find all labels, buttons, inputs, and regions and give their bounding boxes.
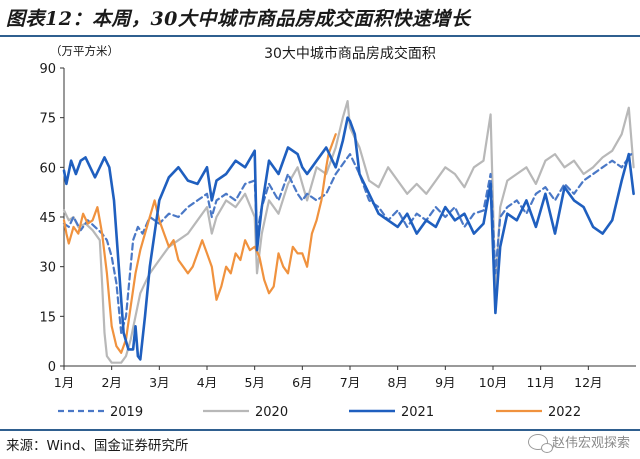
x-tick-label: 12月: [574, 375, 602, 390]
y-tick-label: 45: [39, 211, 56, 226]
watermark: 赵伟宏观探索: [527, 432, 630, 453]
y-tick-label: 15: [39, 310, 56, 325]
legend: 2019 2020 2021 2022: [58, 405, 581, 420]
series-line-2019: [62, 152, 633, 334]
x-tick-label: 8月: [387, 375, 407, 390]
x-tick-label: 11月: [526, 375, 554, 390]
chart-title: 30大中城市商品房成交面积: [264, 45, 436, 62]
series-line-2021: [62, 116, 635, 361]
y-tick-label: 90: [39, 62, 56, 77]
source-note: 来源：Wind、国金证券研究所: [6, 438, 189, 454]
x-tick-label: 10月: [479, 375, 507, 390]
legend-label-2020: 2020: [255, 405, 288, 420]
legend-label-2021: 2021: [401, 405, 434, 420]
footer-divider: [0, 429, 640, 431]
x-tick-label: 1月: [54, 375, 74, 390]
x-tick-label: 5月: [244, 375, 264, 390]
x-tick-label: 6月: [292, 375, 312, 390]
series-lines: [62, 99, 635, 364]
y-tick-label: 30: [39, 261, 56, 276]
legend-label-2022: 2022: [548, 405, 581, 420]
x-tick-label: 2月: [101, 375, 121, 390]
watermark-text: 赵伟宏观探索: [551, 436, 630, 451]
y-tick-label: 75: [39, 112, 56, 127]
wechat-icon: [527, 433, 553, 453]
y-tick-label: 60: [39, 161, 56, 176]
x-tick-label: 3月: [149, 375, 169, 390]
legend-label-2019: 2019: [110, 405, 143, 420]
axes: 0 15 30 45 60 75 90 1月 2月 3月 4月 5月 6月 7月 8月 9月 10月 11月 12月: [39, 62, 636, 390]
y-tick-label: 0: [48, 360, 56, 375]
series-line-2020: [62, 99, 635, 364]
x-tick-label: 7月: [340, 375, 360, 390]
x-tick-label: 9月: [435, 375, 455, 390]
figure-title: 图表12：本周，30大中城市商品房成交面积快速增长: [6, 8, 471, 30]
line-chart: 30大中城市商品房成交面积 （万平方米） 0 15 30 45 60 75 90 1月 2月 3月…: [39, 44, 636, 420]
y-axis-unit-label: （万平方米）: [50, 44, 119, 58]
x-tick-label: 4月: [197, 375, 217, 390]
series-line-2022: [62, 133, 337, 354]
title-divider: [0, 35, 640, 37]
